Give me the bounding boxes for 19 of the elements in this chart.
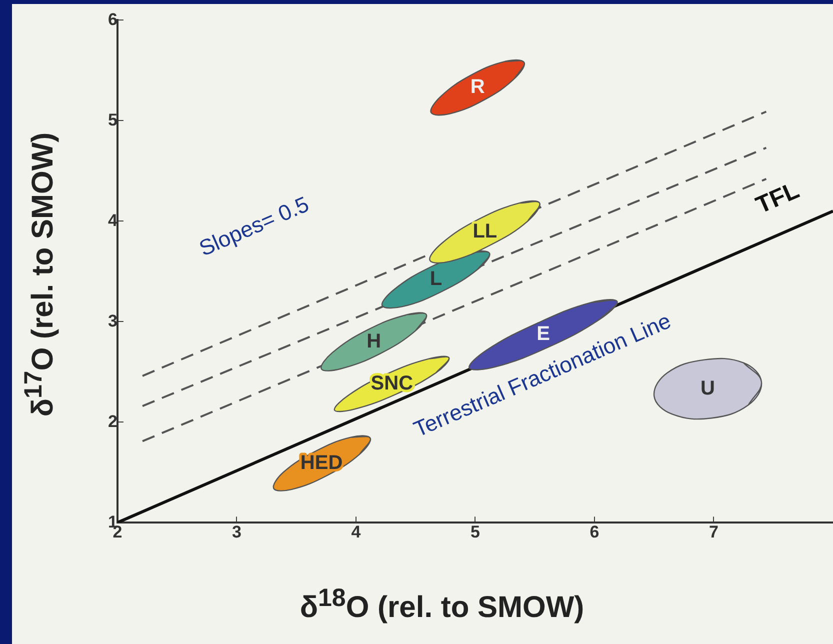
- series-label: U: [700, 377, 716, 400]
- x-tick-label: 3: [232, 522, 242, 542]
- series-label: LL: [472, 220, 498, 242]
- x-axis-title: δ$^{18}$O (rel. to SMOW): [298, 584, 586, 625]
- y-tick-label: 5: [108, 110, 118, 130]
- y-tick-label: 4: [108, 210, 118, 230]
- series-label: L: [430, 268, 442, 290]
- text: TFL: [752, 176, 804, 220]
- series-label: HED: [300, 452, 343, 474]
- y-tick-label: 2: [108, 412, 118, 431]
- x-tick-label: 7: [709, 522, 718, 542]
- y-tick-label: 6: [108, 10, 118, 29]
- x-tick-label: 6: [590, 522, 600, 542]
- x-tick-label: 4: [351, 522, 362, 542]
- series-label: SNC: [370, 372, 414, 394]
- series-label: R: [470, 76, 486, 98]
- x-tick-label: 5: [470, 522, 480, 542]
- y-tick-label: 3: [108, 311, 118, 330]
- series-label: H: [366, 330, 382, 352]
